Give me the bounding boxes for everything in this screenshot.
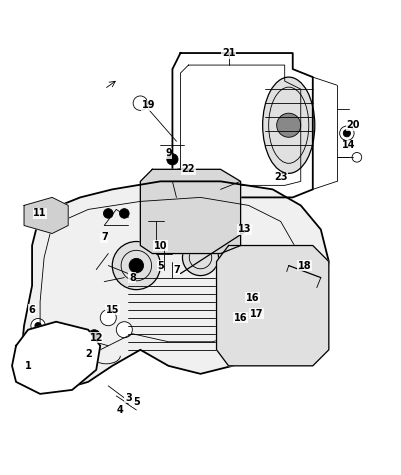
Text: 7: 7 xyxy=(173,265,180,275)
Circle shape xyxy=(31,319,45,333)
Text: 2: 2 xyxy=(85,349,91,359)
Text: 3: 3 xyxy=(125,393,132,403)
Circle shape xyxy=(343,130,350,137)
Circle shape xyxy=(221,177,229,185)
Text: 16: 16 xyxy=(246,293,259,303)
Text: 14: 14 xyxy=(342,140,356,150)
Circle shape xyxy=(340,126,354,141)
Text: 19: 19 xyxy=(142,100,155,110)
Circle shape xyxy=(228,353,237,362)
Circle shape xyxy=(316,345,326,355)
Text: 13: 13 xyxy=(238,225,251,235)
Circle shape xyxy=(228,249,237,258)
Text: 21: 21 xyxy=(222,48,235,58)
Circle shape xyxy=(103,209,113,218)
Ellipse shape xyxy=(263,77,315,173)
Ellipse shape xyxy=(166,168,203,194)
Text: 8: 8 xyxy=(129,273,136,283)
Text: 7: 7 xyxy=(101,232,107,243)
Circle shape xyxy=(100,310,116,326)
Text: 9: 9 xyxy=(165,148,172,158)
Text: 6: 6 xyxy=(29,304,35,314)
Circle shape xyxy=(352,152,362,162)
Text: 20: 20 xyxy=(346,120,360,130)
Text: 15: 15 xyxy=(105,304,119,314)
Polygon shape xyxy=(217,246,329,366)
Text: 22: 22 xyxy=(182,164,195,174)
Polygon shape xyxy=(12,322,100,394)
Circle shape xyxy=(277,113,301,137)
Circle shape xyxy=(247,304,259,316)
Text: 5: 5 xyxy=(157,261,164,271)
Polygon shape xyxy=(172,53,313,198)
Polygon shape xyxy=(24,198,68,234)
Circle shape xyxy=(188,205,196,213)
Circle shape xyxy=(182,239,219,276)
Circle shape xyxy=(119,209,129,218)
Circle shape xyxy=(148,236,164,252)
Circle shape xyxy=(35,323,41,329)
Text: 18: 18 xyxy=(298,261,312,271)
Text: 17: 17 xyxy=(250,309,263,319)
Text: 1: 1 xyxy=(25,361,31,371)
Circle shape xyxy=(221,234,229,241)
Text: 4: 4 xyxy=(117,405,124,415)
Circle shape xyxy=(271,303,278,309)
Text: 11: 11 xyxy=(33,209,47,218)
Polygon shape xyxy=(140,169,241,254)
Text: 16: 16 xyxy=(234,313,247,323)
Circle shape xyxy=(88,330,100,342)
Circle shape xyxy=(112,241,160,290)
Circle shape xyxy=(129,258,144,273)
Circle shape xyxy=(308,249,318,258)
Circle shape xyxy=(167,154,178,165)
Text: 5: 5 xyxy=(133,397,140,407)
Text: 23: 23 xyxy=(274,172,288,182)
Text: 12: 12 xyxy=(89,333,103,343)
Polygon shape xyxy=(20,181,329,390)
Text: 10: 10 xyxy=(154,240,167,250)
Circle shape xyxy=(116,322,132,338)
